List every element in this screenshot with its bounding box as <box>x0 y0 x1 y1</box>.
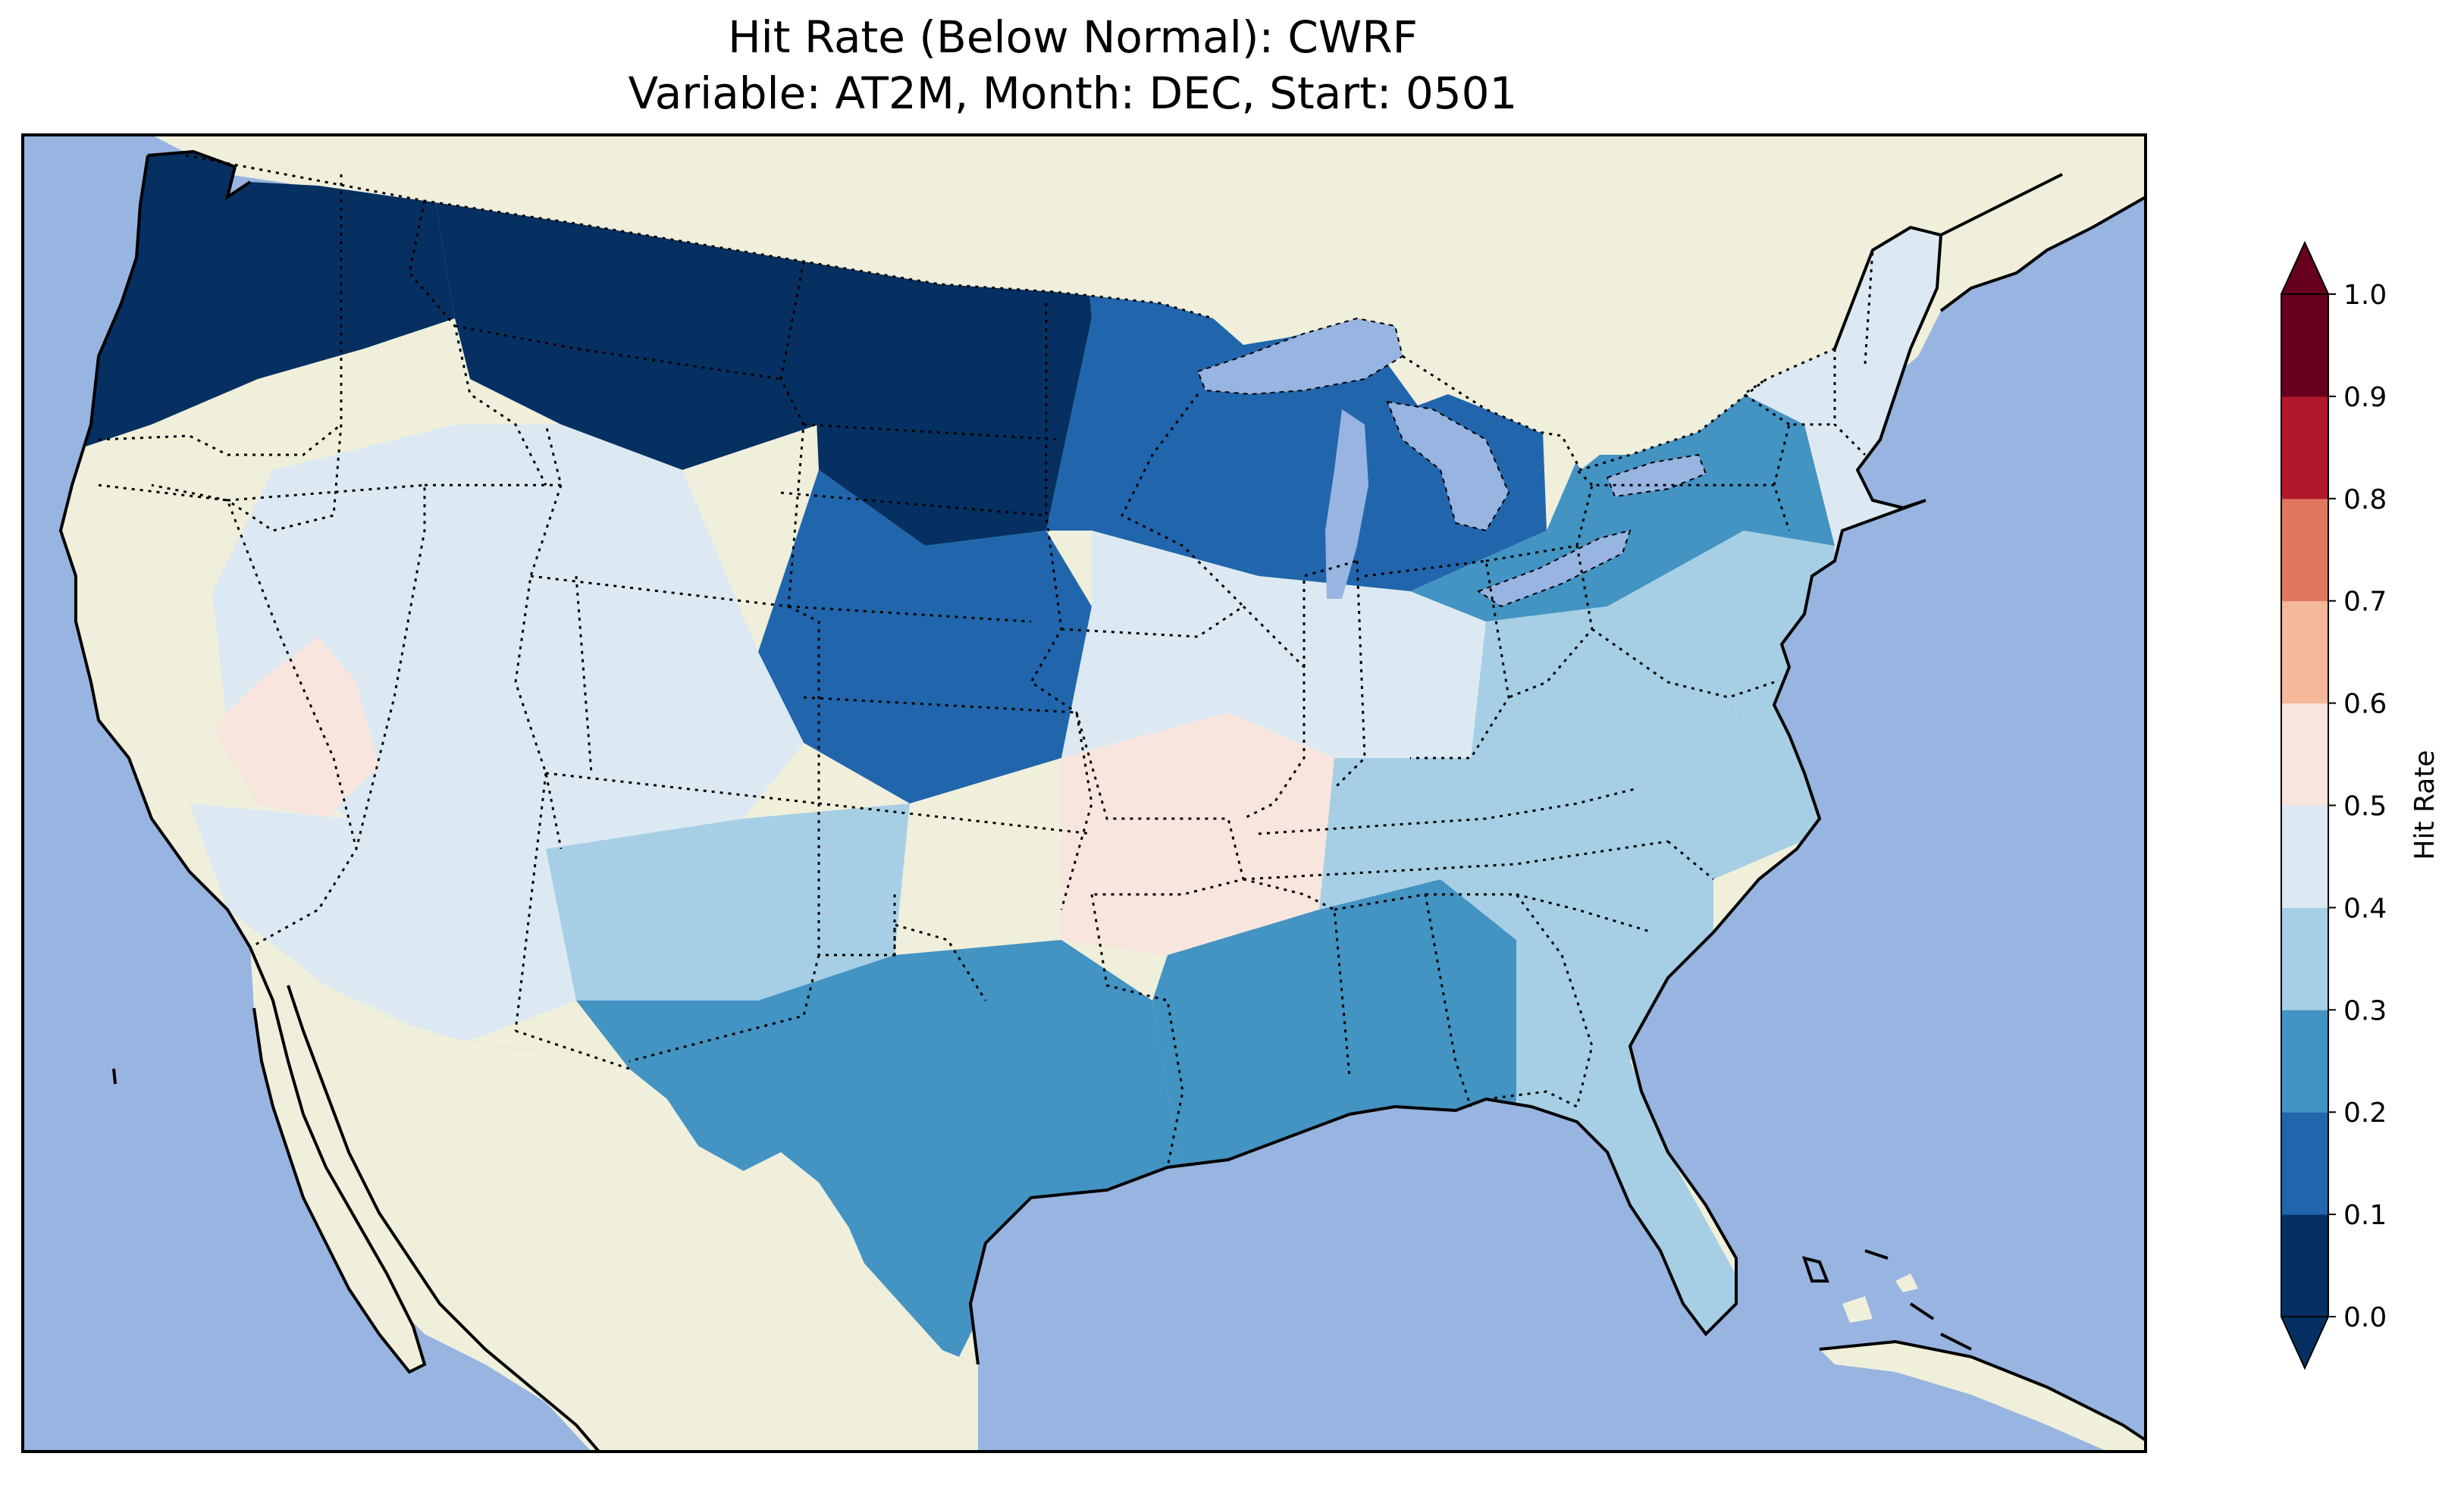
bahamas-land <box>1842 1273 1918 1323</box>
title-line-1: Hit Rate (Below Normal): CWRF <box>728 11 1418 63</box>
colorbar-ticks: 0.0 0.1 0.2 0.3 0.4 0.5 0.6 0.7 0.8 0.9 1.0 <box>2328 280 2387 1333</box>
colorbar-bin <box>2281 1214 2328 1317</box>
lake-superior <box>1198 318 1403 394</box>
colorbar-bin <box>2281 600 2328 704</box>
colorbar-bin <box>2281 1112 2328 1215</box>
map-title: Hit Rate (Below Normal): CWRF Variable: … <box>0 9 2146 121</box>
mexico-coastline <box>249 947 600 1452</box>
region-midwest <box>1061 531 1486 758</box>
colorbar-bin <box>2281 805 2328 908</box>
map-frame-content <box>23 135 2146 1452</box>
cuba-land <box>1820 1342 2146 1452</box>
region-central-plains <box>758 470 1092 803</box>
small-islands <box>112 1068 1972 1351</box>
colorbar-label: Hit Rate <box>2409 750 2440 860</box>
colorbar-bins <box>2281 294 2328 1317</box>
region-texas <box>576 940 1183 1364</box>
cuba-coastline <box>1819 1339 2146 1442</box>
colorbar-bin <box>2281 294 2328 397</box>
colorbar-triangle-outline <box>2281 240 2329 295</box>
lake-huron <box>1387 402 1509 531</box>
region-nevada <box>212 637 379 819</box>
mexico-land <box>250 947 978 1452</box>
colorbar-extend-high <box>2281 243 2328 294</box>
colorbar-tick-label: 0.1 <box>2343 1200 2387 1231</box>
region-deep-south <box>1152 879 1516 1182</box>
colorbar-bin <box>2281 703 2328 806</box>
region-mid-atlantic <box>1607 531 1835 879</box>
colorbar-tick-label: 1.0 <box>2343 280 2387 311</box>
lake-erie <box>1478 531 1630 606</box>
region-southern-rockies <box>546 803 910 1001</box>
title-line-2: Variable: AT2M, Month: DEC, Start: 0501 <box>628 67 1518 119</box>
region-northeast <box>1410 394 1835 622</box>
colorbar-bin <box>2281 1010 2328 1113</box>
colorbar-tick-label: 0.6 <box>2343 689 2387 720</box>
us-coastline <box>58 149 1943 1365</box>
colorbar-triangle-outline-low <box>2281 1316 2329 1370</box>
hit-rate-field <box>61 152 1941 1364</box>
state-borders <box>98 154 1874 1168</box>
colorbar-tick-label: 0.7 <box>2343 587 2387 618</box>
colorbar-tick-label: 0.3 <box>2343 995 2387 1026</box>
map-border <box>21 133 2147 1453</box>
colorbar-tick-label: 0.2 <box>2343 1098 2387 1129</box>
colorbar-extend-low <box>2281 1317 2328 1368</box>
region-pacific-northwest <box>61 152 455 455</box>
region-southwest <box>190 803 576 1046</box>
colorbar-tick-label: 0.0 <box>2343 1302 2387 1333</box>
colorbar-tick-label: 0.4 <box>2343 893 2387 924</box>
canada-coastline <box>1939 173 2146 312</box>
colorbar-bin <box>2281 396 2328 500</box>
colorbar-tick-label: 0.5 <box>2343 791 2387 822</box>
colorbar-tick-label: 0.9 <box>2343 382 2387 413</box>
colorbar-tick-label: 0.8 <box>2343 484 2387 515</box>
colorbar-bin <box>2281 907 2328 1010</box>
lake-michigan <box>1325 409 1368 599</box>
colorbar-bin <box>2281 498 2328 602</box>
